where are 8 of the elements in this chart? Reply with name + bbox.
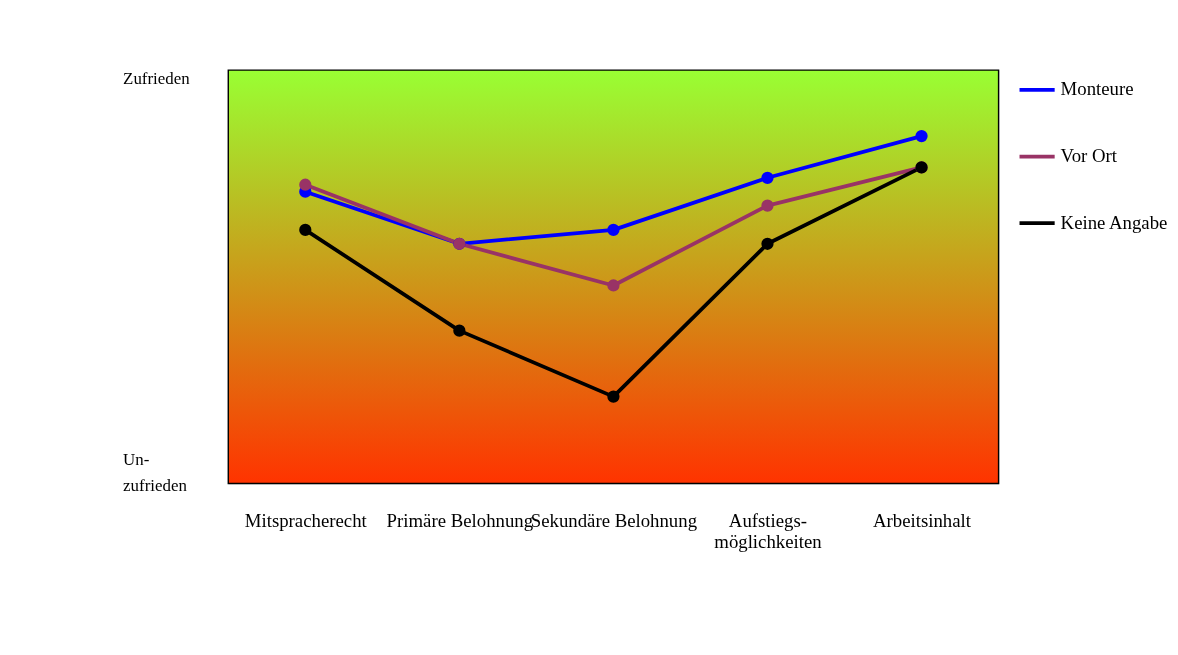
x-tick-label: Aufstiegs-möglichkeiten <box>714 510 823 552</box>
text: Zufrieden <box>123 69 191 89</box>
legend-label: Keine Angabe <box>1060 211 1168 233</box>
legend-label: Monteure <box>1060 78 1134 100</box>
text: Un-zufrieden <box>123 449 188 495</box>
legend-label: Vor Ort <box>1060 145 1118 167</box>
x-tick-label: Mitspracherecht <box>244 510 368 532</box>
x-tick-label: Arbeitsinhalt <box>873 510 972 532</box>
